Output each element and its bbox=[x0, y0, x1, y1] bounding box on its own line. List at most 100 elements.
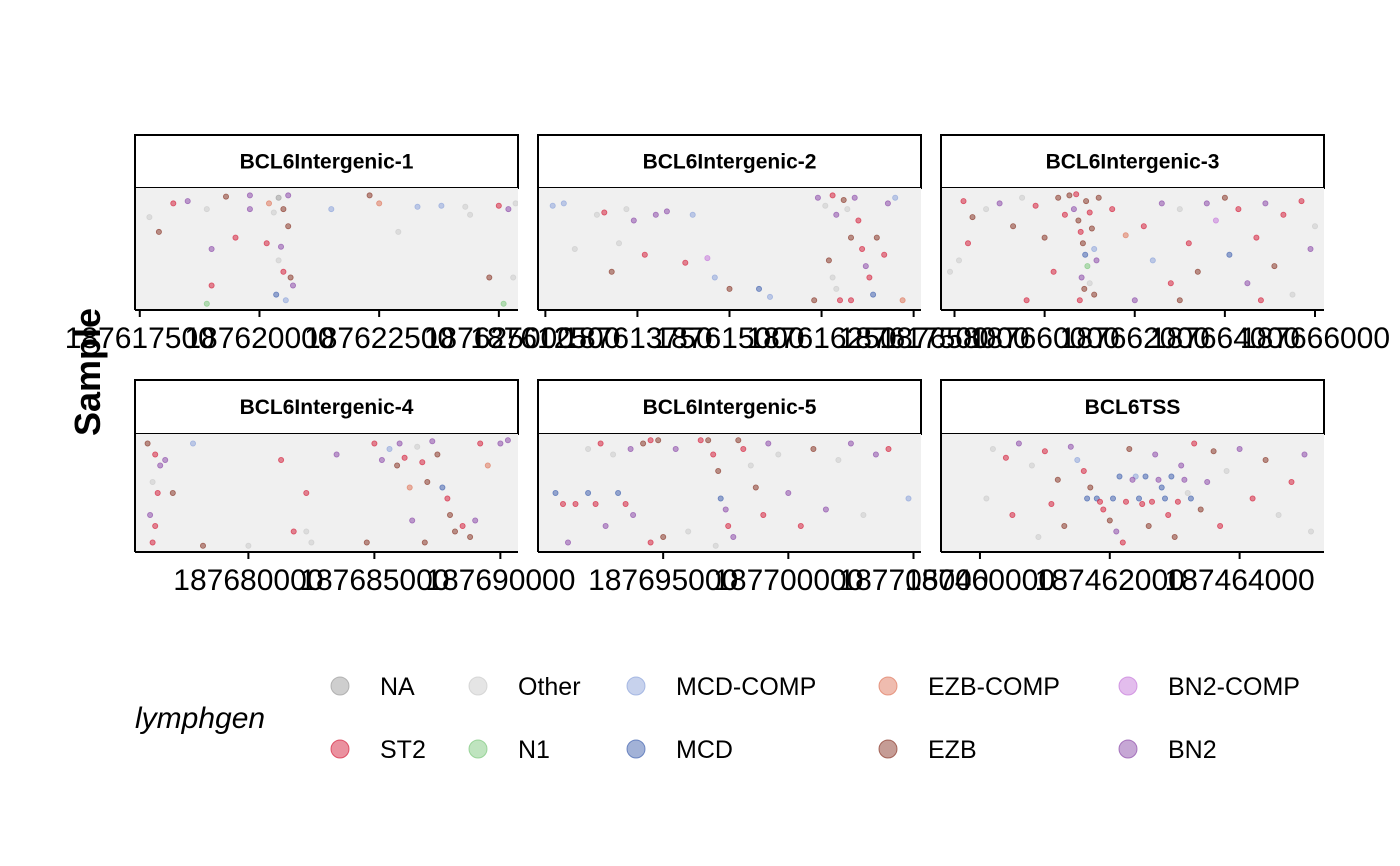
facet-panel: BCL6Intergenic-2 187612500187613750187615… bbox=[470, 134, 989, 355]
legend-item: EZB bbox=[878, 736, 977, 764]
legend-title: lymphgen bbox=[135, 702, 265, 735]
data-point bbox=[660, 534, 667, 541]
x-tick-label: 187664000 bbox=[1150, 322, 1300, 355]
data-point bbox=[1149, 257, 1156, 264]
data-point bbox=[1149, 498, 1156, 505]
legend-label: Other bbox=[518, 673, 581, 701]
data-point bbox=[663, 208, 670, 215]
data-point bbox=[1061, 523, 1068, 530]
data-point bbox=[785, 489, 792, 496]
data-point bbox=[833, 211, 840, 218]
data-point bbox=[1097, 498, 1104, 505]
data-point bbox=[1122, 232, 1129, 239]
data-point bbox=[983, 206, 990, 213]
data-point bbox=[414, 443, 421, 450]
legend-swatch bbox=[626, 676, 646, 696]
legend-item: MCD-COMP bbox=[626, 673, 816, 701]
legend-swatch bbox=[878, 676, 898, 696]
data-point bbox=[1032, 202, 1039, 209]
data-point bbox=[1249, 495, 1256, 502]
data-point bbox=[289, 282, 296, 289]
data-point bbox=[386, 445, 393, 452]
legend-swatch bbox=[468, 739, 488, 759]
data-point bbox=[717, 495, 724, 502]
data-point bbox=[406, 484, 413, 491]
data-point bbox=[1301, 451, 1308, 458]
data-point bbox=[627, 445, 634, 452]
data-point bbox=[726, 285, 733, 292]
data-point bbox=[446, 512, 453, 519]
data-point bbox=[1109, 206, 1116, 213]
data-point bbox=[1155, 476, 1162, 483]
data-point bbox=[1076, 297, 1083, 304]
data-point bbox=[280, 206, 287, 213]
legend-item: N1 bbox=[468, 736, 550, 764]
data-point bbox=[1162, 495, 1169, 502]
data-point bbox=[608, 268, 615, 275]
data-point bbox=[1028, 462, 1035, 469]
data-point bbox=[1080, 467, 1087, 474]
data-point bbox=[152, 523, 159, 530]
data-point bbox=[510, 274, 517, 281]
data-point bbox=[697, 437, 704, 444]
data-point bbox=[467, 534, 474, 541]
facet-title: BCL6Intergenic-1 bbox=[240, 151, 414, 174]
legend-item: MCD bbox=[626, 736, 733, 764]
data-point bbox=[565, 539, 572, 546]
data-point bbox=[1210, 448, 1217, 455]
data-point bbox=[376, 200, 383, 207]
facet-title: BCL6Intergenic-3 bbox=[1046, 151, 1220, 174]
data-point bbox=[1280, 211, 1287, 218]
data-point bbox=[847, 440, 854, 447]
data-point bbox=[1009, 512, 1016, 519]
legend-label: MCD-COMP bbox=[676, 673, 816, 701]
legend-label: EZB-COMP bbox=[928, 673, 1060, 701]
data-point bbox=[860, 512, 867, 519]
data-point bbox=[1158, 484, 1165, 491]
data-point bbox=[672, 445, 679, 452]
data-point bbox=[290, 528, 297, 535]
data-point bbox=[822, 506, 829, 513]
data-point bbox=[1298, 198, 1305, 205]
data-point bbox=[965, 240, 972, 247]
x-tick-label: 187462000 bbox=[1035, 564, 1185, 597]
data-point bbox=[1136, 495, 1143, 502]
data-point bbox=[989, 445, 996, 452]
x-tick-label: 187615000 bbox=[654, 322, 804, 355]
legend-swatch bbox=[1118, 676, 1138, 696]
data-point bbox=[184, 198, 191, 205]
data-point bbox=[1167, 280, 1174, 287]
data-point bbox=[169, 489, 176, 496]
data-point bbox=[640, 440, 647, 447]
plot-background bbox=[538, 434, 921, 552]
facet-strip bbox=[940, 134, 1325, 189]
data-point bbox=[246, 206, 253, 213]
x-tick-label: 187690000 bbox=[425, 564, 575, 597]
legend-item: BN2 bbox=[1118, 736, 1217, 764]
x-tick-label: 187700000 bbox=[713, 564, 863, 597]
facet-panel: BCL6Intergenic-3 187658000187660000187662… bbox=[879, 134, 1390, 355]
x-tick-label: 187685000 bbox=[299, 564, 449, 597]
x-tick-label: 187464000 bbox=[1165, 564, 1315, 597]
data-point bbox=[439, 484, 446, 491]
legend-label: EZB bbox=[928, 736, 977, 764]
data-point bbox=[1061, 211, 1068, 218]
data-point bbox=[956, 257, 963, 264]
facet-title: BCL6TSS bbox=[1085, 396, 1181, 419]
legend-swatch bbox=[468, 676, 488, 696]
data-point bbox=[1244, 280, 1251, 287]
legend-item: EZB-COMP bbox=[878, 673, 1060, 701]
data-point bbox=[1262, 456, 1269, 463]
data-point bbox=[484, 462, 491, 469]
data-point bbox=[747, 462, 754, 469]
data-point bbox=[1187, 495, 1194, 502]
data-point bbox=[811, 297, 818, 304]
data-point bbox=[170, 200, 177, 207]
data-point bbox=[1067, 443, 1074, 450]
data-point bbox=[1140, 223, 1147, 230]
data-point bbox=[500, 300, 507, 307]
data-point bbox=[396, 440, 403, 447]
data-point bbox=[333, 451, 340, 458]
data-point bbox=[409, 517, 416, 524]
